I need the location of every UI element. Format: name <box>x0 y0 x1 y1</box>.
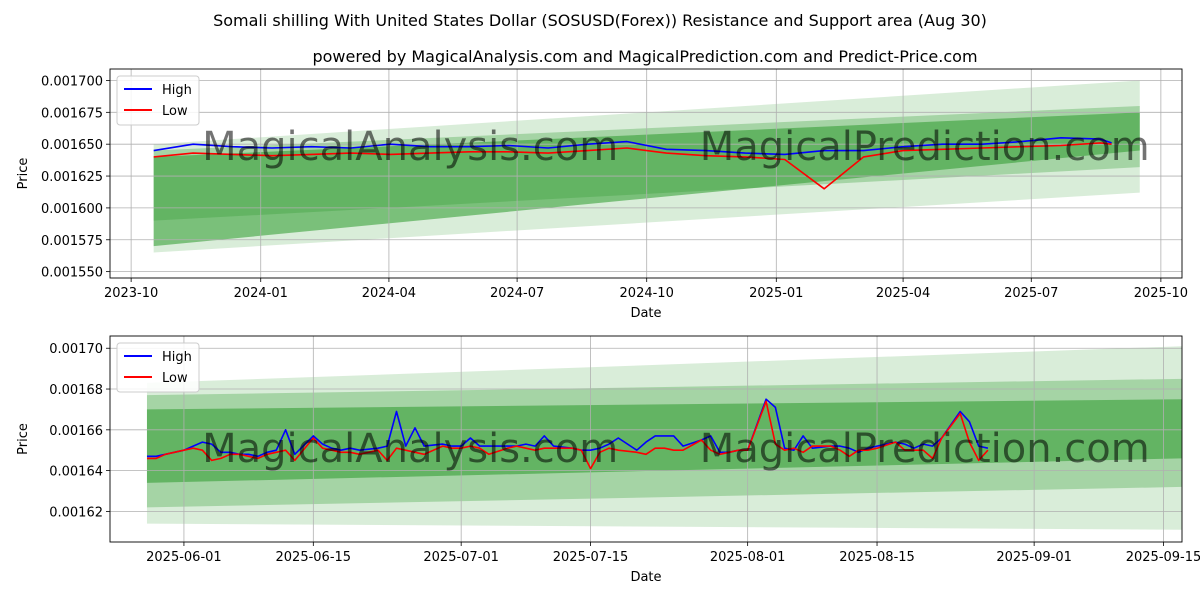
y-tick-label: 0.00168 <box>49 383 103 398</box>
legend-label-low: Low <box>162 371 188 386</box>
y-tick-label: 0.00164 <box>49 465 103 480</box>
x-axis-label: Date <box>630 570 661 585</box>
y-tick-label: 0.001600 <box>41 202 103 217</box>
x-tick-label: 2025-08-01 <box>710 550 786 565</box>
chart-title: Somali shilling With United States Dolla… <box>213 11 987 30</box>
watermark-text: MagicalAnalysis.com <box>202 426 618 472</box>
y-tick-label: 0.001550 <box>41 266 103 281</box>
series-line-low <box>147 400 989 470</box>
plot-frame <box>109 335 1183 543</box>
x-tick-label: 2025-04 <box>876 286 930 301</box>
x-tick-label: 2025-07-01 <box>423 550 499 565</box>
x-tick-label: 2024-07 <box>490 286 544 301</box>
plot-frame <box>109 68 1183 279</box>
x-tick-label: 2024-04 <box>362 286 416 301</box>
x-tick-label: 2025-09-01 <box>996 550 1072 565</box>
series-line-high <box>147 398 989 458</box>
y-tick-label: 0.00162 <box>49 505 103 520</box>
y-tick-label: 0.001575 <box>41 234 103 249</box>
y-axis-label: Price <box>16 158 31 190</box>
x-tick-label: 2024-10 <box>620 286 674 301</box>
x-tick-label: 2025-08-15 <box>839 550 915 565</box>
legend-label-high: High <box>162 83 192 98</box>
series-line-low <box>153 142 1112 190</box>
y-tick-label: 0.001650 <box>41 138 103 153</box>
legend-label-low: Low <box>162 104 188 119</box>
x-tick-label: 2023-10 <box>104 286 158 301</box>
x-tick-label: 2025-01 <box>749 286 803 301</box>
y-tick-label: 0.001675 <box>41 106 103 121</box>
series-group <box>147 398 989 470</box>
series-group <box>153 137 1112 190</box>
watermark-text: MagicalPrediction.com <box>700 426 1150 472</box>
y-tick-label: 0.00170 <box>49 342 103 357</box>
y-tick-label: 0.001625 <box>41 170 103 185</box>
y-tick-label: 0.001700 <box>41 74 103 89</box>
x-tick-label: 2025-07 <box>1004 286 1058 301</box>
y-tick-label: 0.00166 <box>49 424 103 439</box>
x-tick-label: 2025-07-15 <box>553 550 629 565</box>
band-group <box>146 346 1182 530</box>
watermark-text: MagicalPrediction.com <box>700 124 1150 170</box>
support-resistance-band <box>146 399 1182 483</box>
x-tick-label: 2025-10 <box>1134 286 1188 301</box>
y-axis-label: Price <box>16 423 31 455</box>
x-tick-label: 2025-06-01 <box>146 550 222 565</box>
bottom-panel: 2025-06-01 2025-06-15 2025-07-01 2025-07-15… <box>16 335 1200 585</box>
chart-subtitle: powered by MagicalAnalysis.com and Magic… <box>312 47 977 66</box>
x-tick-label: 2025-06-15 <box>276 550 352 565</box>
support-resistance-band <box>146 378 1182 508</box>
support-resistance-band <box>146 346 1182 530</box>
watermark-text: MagicalAnalysis.com <box>202 124 618 170</box>
legend-label-high: High <box>162 350 192 365</box>
top-panel: 2023-10 2024-01 2024-04 2024-07 2024-10 2025-… <box>16 68 1188 321</box>
series-line-high <box>153 137 1112 156</box>
x-axis-label: Date <box>630 306 661 321</box>
x-tick-label: 2024-01 <box>234 286 288 301</box>
x-tick-label: 2025-09-15 <box>1126 550 1200 565</box>
